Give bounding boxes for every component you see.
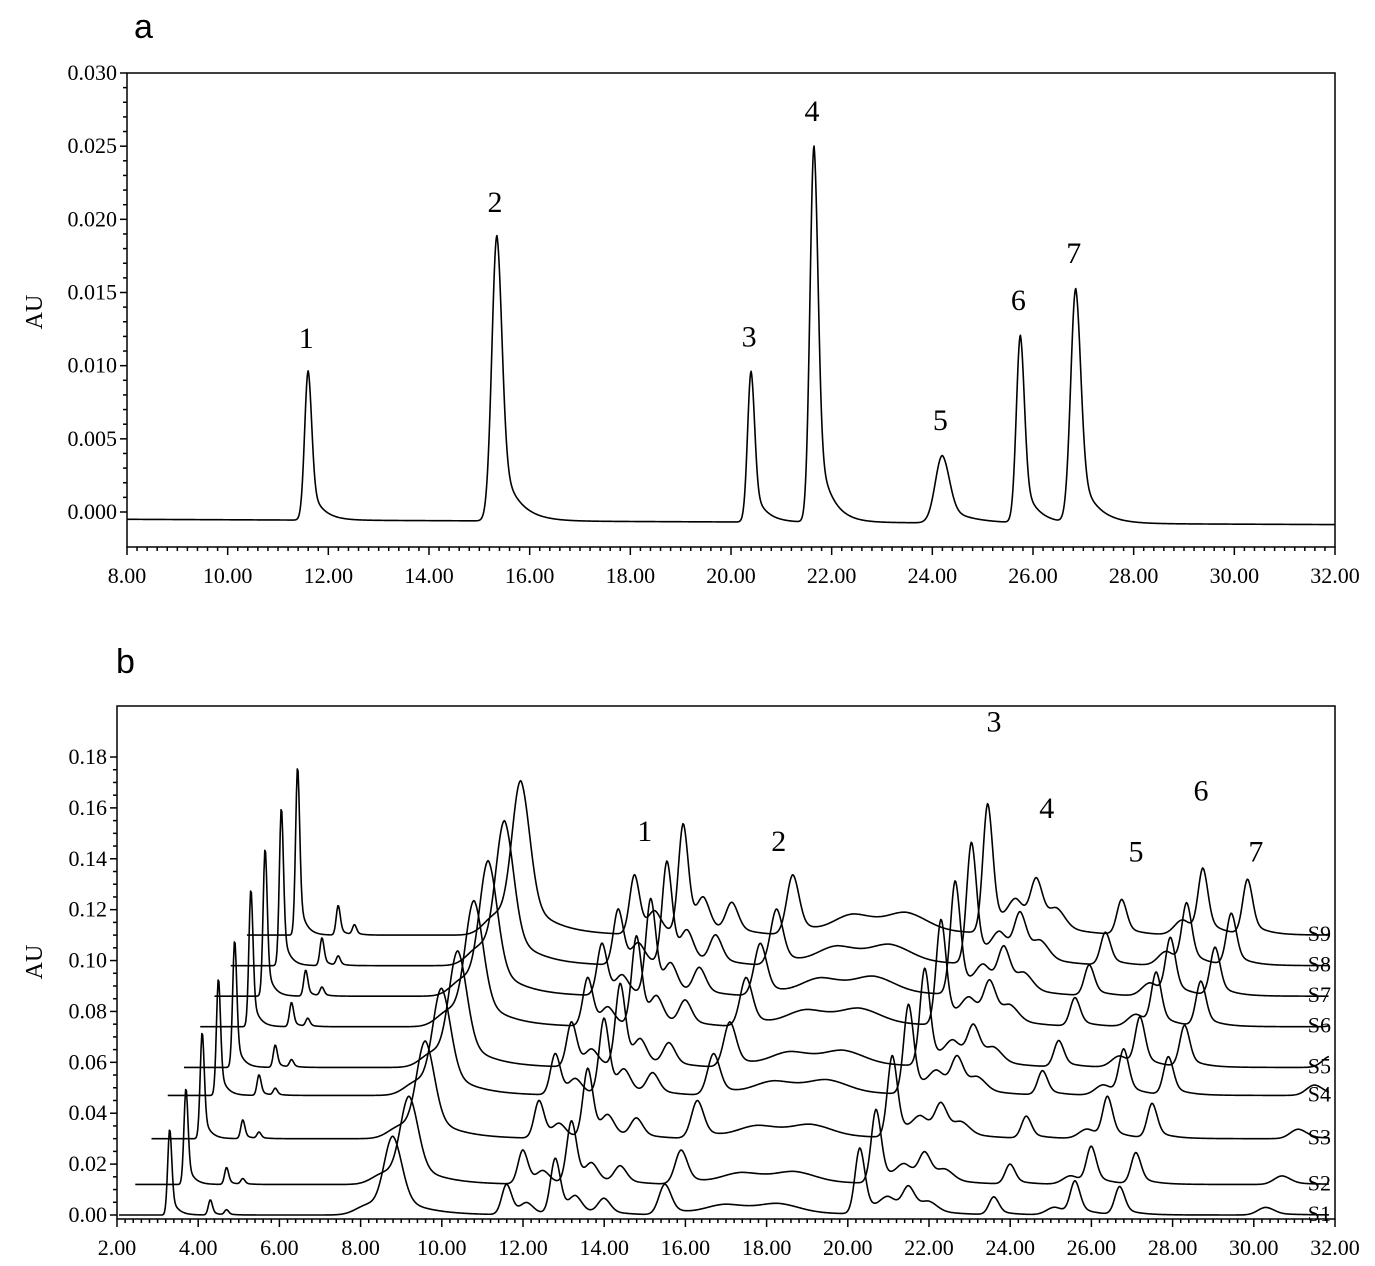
- panel-a-x-tick-label: 32.00: [1310, 563, 1360, 588]
- panel-b-peak-label: 1: [637, 815, 652, 848]
- panel-b-peak-label: 3: [986, 706, 1001, 739]
- panel-a-x-tick-label: 22.00: [807, 563, 857, 588]
- panel-b-x-tick-label: 26.00: [1067, 1235, 1117, 1260]
- panel-b-series-label: S8: [1308, 952, 1331, 977]
- panel-b-trace-s4: [167, 979, 1330, 1097]
- panel-a-y-tick-label: 0.005: [68, 426, 118, 451]
- panel-b-series-label: S2: [1308, 1170, 1331, 1195]
- panel-b-trace-s9: [246, 768, 1329, 936]
- panel-b-y-tick-label: 0.14: [69, 846, 108, 871]
- panel-a-y-tick-label: 0.020: [68, 206, 118, 231]
- panel-b-trace-s5: [183, 941, 1330, 1069]
- panel-b-y-ticks: 0.00 0.02 0.04 0.06 0.08 0.10 0.12 0.14 0.16 0.18: [69, 744, 117, 1227]
- panel-a-peak-label: 7: [1066, 237, 1081, 270]
- panel-b-peak-label: 4: [1039, 792, 1054, 825]
- panel-b-x-tick-label: 18.00: [742, 1235, 792, 1260]
- panel-a-x-ticks: 8.00 10.00 12.00 14.00 16.00 18.00 20.00 22.00 2…: [108, 547, 1360, 588]
- panel-b-x-tick-label: 2.00: [98, 1235, 137, 1260]
- panel-b-x-tick-label: 10.00: [417, 1235, 467, 1260]
- panel-b-peak-labels: 1 2 3 4 5 6 7: [637, 706, 1263, 869]
- panel-a-letter: a: [134, 8, 153, 46]
- panel-b-traces: [119, 768, 1330, 1216]
- panel-a-peak-labels: 1 2 3 4 5 6 7: [299, 95, 1082, 437]
- panel-b-y-tick-label: 0.16: [69, 795, 108, 820]
- panel-b-x-tick-label: 14.00: [579, 1235, 629, 1260]
- panel-b-x-tick-label: 28.00: [1148, 1235, 1198, 1260]
- panel-a-y-tick-label: 0.010: [68, 353, 118, 378]
- panel-b-x-tick-label: 20.00: [823, 1235, 873, 1260]
- panel-b-trace-s6: [200, 890, 1330, 1028]
- panel-b-trace-s7: [214, 849, 1329, 997]
- panel-a-peak-label: 5: [933, 404, 948, 437]
- panel-b-x-tick-label: 24.00: [985, 1235, 1035, 1260]
- panel-a-y-tick-label: 0.000: [68, 499, 118, 524]
- panel-a-chromatogram-line: [126, 145, 1335, 526]
- panel-a-y-tick-label: 0.025: [68, 133, 118, 158]
- panel-b-trace-s8: [230, 808, 1329, 967]
- panel-a-x-tick-label: 16.00: [505, 563, 555, 588]
- panel-b-y-tick-label: 0.18: [69, 744, 108, 769]
- panel-a-y-tick-label: 0.015: [68, 280, 118, 305]
- panel-b-series-labels: S1 S2 S3 S4 S5 S6 S7 S8 S9: [1308, 921, 1331, 1226]
- panel-a-x-tick-label: 18.00: [606, 563, 656, 588]
- panel-a-plot-frame: [126, 72, 1336, 548]
- panel-b-x-tick-label: 30.00: [1229, 1235, 1279, 1260]
- panel-a-x-tick-label: 8.00: [108, 563, 147, 588]
- panel-a-y-ticks: 0.000 0.005 0.010 0.015 0.020 0.025 0.030: [68, 60, 127, 524]
- panel-a-x-tick-label: 12.00: [304, 563, 354, 588]
- panel-b-y-tick-label: 0.08: [69, 998, 108, 1023]
- panel-b-y-tick-label: 0.06: [69, 1049, 108, 1074]
- panel-a-peak-label: 1: [299, 322, 314, 355]
- panel-b-x-tick-label: 16.00: [661, 1235, 711, 1260]
- panel-a-peak-label: 3: [742, 321, 757, 354]
- panel-b-y-tick-label: 0.10: [69, 948, 108, 973]
- panel-a-peak-label: 2: [487, 186, 502, 219]
- panel-b-x-tick-label: 12.00: [498, 1235, 548, 1260]
- panel-a-y-axis-label: AU: [22, 295, 48, 330]
- panel-a-x-tick-label: 26.00: [1008, 563, 1058, 588]
- panel-b-peak-label: 2: [771, 825, 786, 858]
- panel-b-series-label: S6: [1308, 1013, 1331, 1038]
- panel-b-peak-label: 6: [1194, 774, 1209, 807]
- panel-a-x-tick-label: 10.00: [203, 563, 253, 588]
- panel-b-x-ticks: 2.00 4.00 6.00 8.00 10.00 12.00 14.00 16.00 18.0…: [98, 1219, 1360, 1260]
- panel-b: b AU 0.00 0.02 0.04 0.06 0.08 0.10 0.12 0.14 0.1…: [22, 643, 1360, 1260]
- panel-a-x-tick-label: 20.00: [706, 563, 756, 588]
- panel-b-x-tick-label: 32.00: [1310, 1235, 1360, 1260]
- panel-a-x-tick-label: 30.00: [1210, 563, 1260, 588]
- panel-a-peak-label: 6: [1011, 284, 1026, 317]
- panel-b-y-tick-label: 0.00: [69, 1202, 108, 1227]
- panel-a-x-tick-label: 28.00: [1109, 563, 1159, 588]
- panel-b-x-tick-label: 22.00: [904, 1235, 954, 1260]
- panel-b-y-tick-label: 0.12: [69, 897, 108, 922]
- panel-a-peak-label: 4: [805, 95, 820, 128]
- panel-b-peak-label: 5: [1129, 835, 1144, 868]
- panel-a-x-tick-label: 14.00: [404, 563, 454, 588]
- panel-a-x-tick-label: 24.00: [908, 563, 958, 588]
- panel-b-letter: b: [116, 643, 135, 681]
- panel-b-series-label: S5: [1308, 1053, 1331, 1078]
- panel-b-y-axis-label: AU: [22, 945, 48, 980]
- panel-b-peak-label: 7: [1248, 835, 1263, 868]
- panel-b-y-tick-label: 0.04: [69, 1100, 108, 1125]
- panel-b-x-tick-label: 4.00: [179, 1235, 218, 1260]
- panel-b-series-label: S4: [1308, 1081, 1331, 1106]
- panel-b-y-tick-label: 0.02: [69, 1151, 108, 1176]
- panel-b-x-tick-label: 8.00: [341, 1235, 380, 1260]
- panel-a-y-tick-label: 0.030: [68, 60, 118, 85]
- panel-b-series-label: S1: [1308, 1201, 1331, 1226]
- panel-b-series-label: S9: [1308, 921, 1331, 946]
- panel-b-trace-s3: [151, 1032, 1329, 1140]
- panel-b-trace-s1: [119, 1129, 1329, 1216]
- panel-b-series-label: S3: [1308, 1125, 1331, 1150]
- panel-b-series-label: S7: [1308, 982, 1331, 1007]
- panel-b-x-tick-label: 6.00: [260, 1235, 299, 1260]
- panel-a: a AU 0.000 0.005 0.010 0.015 0.020 0.025 0.030…: [22, 8, 1360, 588]
- panel-b-trace-s2: [135, 1088, 1329, 1186]
